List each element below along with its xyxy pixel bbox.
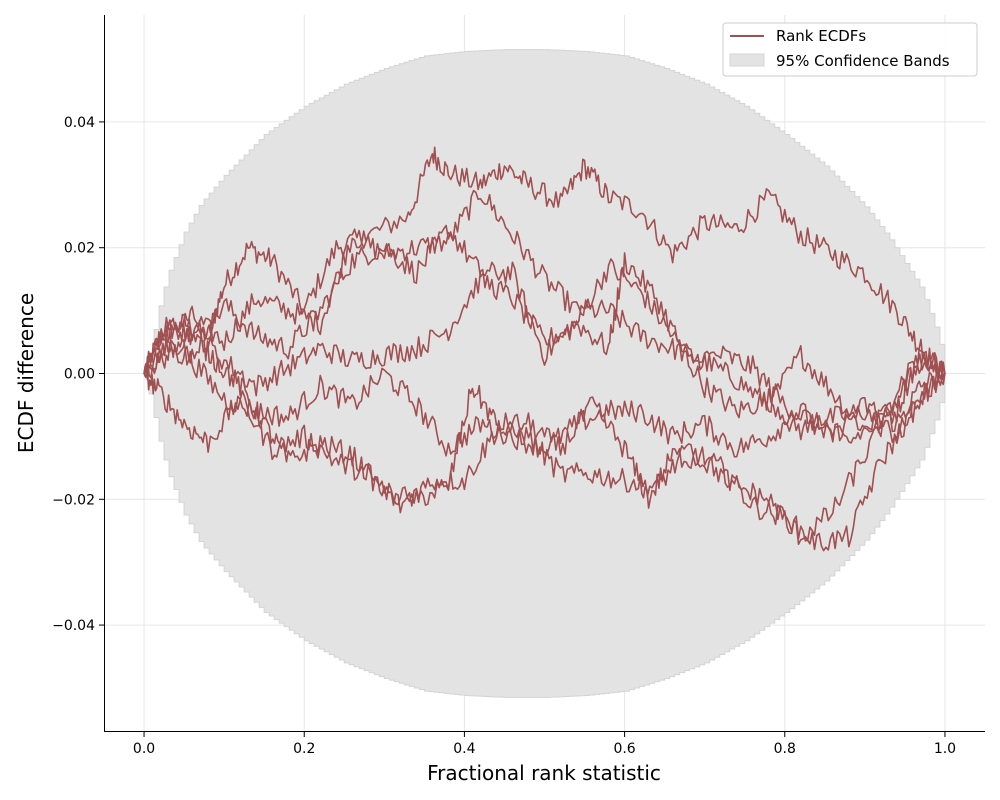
x-tick-label: 0.6 bbox=[613, 741, 635, 757]
x-axis-title: Fractional rank statistic bbox=[427, 761, 661, 785]
y-tick-label: 0.04 bbox=[64, 115, 95, 131]
ecdf-line-7 bbox=[143, 316, 946, 546]
x-tick-label: 0.2 bbox=[293, 741, 315, 757]
confidence-band bbox=[144, 49, 946, 698]
y-tick-label: −0.02 bbox=[52, 492, 95, 508]
legend: Rank ECDFs 95% Confidence Bands bbox=[722, 22, 978, 77]
ecdf-line-2 bbox=[143, 189, 946, 433]
x-tick-label: 0.8 bbox=[774, 741, 796, 757]
y-tick-label: 0.00 bbox=[64, 367, 95, 383]
y-tick-label: 0.02 bbox=[64, 241, 95, 257]
x-tick-label: 0.0 bbox=[133, 741, 155, 757]
legend-label-rank-ecdfs: Rank ECDFs bbox=[776, 27, 866, 45]
ecdf-line-5 bbox=[143, 339, 946, 458]
ecdf-line-6 bbox=[143, 365, 946, 552]
x-tick-label: 1.0 bbox=[934, 741, 956, 757]
legend-patch-swatch bbox=[729, 53, 765, 67]
ecdf-line-1 bbox=[143, 146, 946, 379]
y-tick-label: −0.04 bbox=[52, 618, 95, 634]
x-tick-label: 0.4 bbox=[453, 741, 475, 757]
y-axis-title: ECDF difference bbox=[14, 293, 38, 453]
legend-frame bbox=[722, 22, 978, 77]
legend-label-confidence-bands: 95% Confidence Bands bbox=[776, 52, 950, 70]
axes bbox=[104, 15, 985, 732]
x-ticks: 0.0 0.2 0.4 0.6 0.8 1.0 bbox=[133, 732, 956, 757]
ecdf-series-lines bbox=[143, 146, 946, 552]
y-ticks: −0.04 −0.02 0.00 0.02 0.04 bbox=[52, 115, 104, 634]
